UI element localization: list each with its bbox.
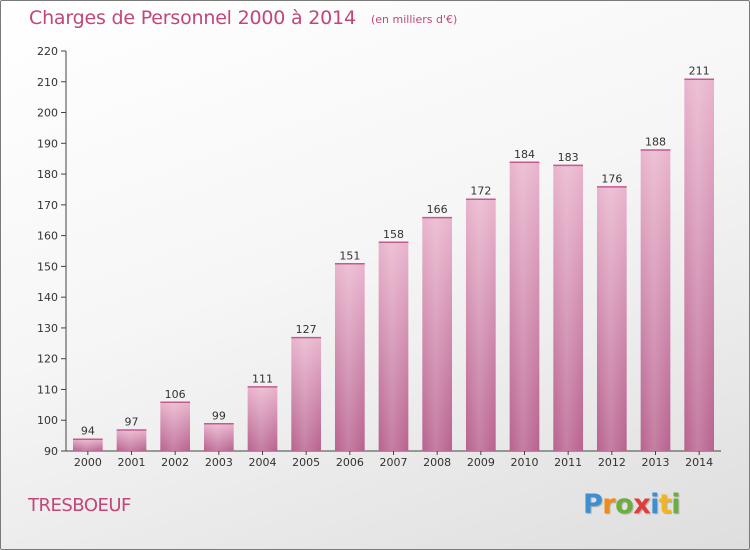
bar-shine	[334, 263, 365, 451]
data-label: 158	[383, 228, 404, 241]
data-label: 188	[645, 135, 666, 148]
y-tick-label: 150	[37, 260, 58, 273]
proxiti-logo: Proxiti	[583, 489, 681, 520]
bar-shine	[684, 78, 715, 451]
y-tick-label: 180	[37, 168, 58, 181]
y-tick-label: 140	[37, 291, 58, 304]
x-tick-label: 2003	[205, 456, 233, 469]
data-label: 151	[339, 249, 360, 262]
bar-shine	[640, 149, 671, 451]
data-label: 176	[601, 172, 622, 185]
y-axis: 90 100 110 120 130 140 150 160 170 180 190 200 210 22…	[37, 45, 67, 458]
bar-shine	[291, 337, 322, 451]
x-tick-label: 2010	[511, 456, 539, 469]
chart-subtitle: (en milliers d'€)	[371, 13, 458, 26]
x-tick-label: 2013	[642, 456, 670, 469]
y-tick-label: 210	[37, 76, 58, 89]
data-label: 166	[427, 203, 448, 216]
data-label: 111	[252, 372, 273, 385]
place-name: TRESBOEUF	[28, 495, 131, 516]
x-tick-label: 2005	[292, 456, 320, 469]
y-tick-label: 100	[37, 414, 58, 427]
x-tick-label: 2008	[423, 456, 451, 469]
bar-shine	[378, 241, 409, 451]
y-tick-label: 170	[37, 199, 58, 212]
bar-shine	[72, 438, 103, 451]
bar-shine	[596, 186, 627, 451]
bar-shine	[160, 401, 191, 451]
data-label: 94	[81, 425, 95, 438]
y-tick-label: 200	[37, 107, 58, 120]
data-label: 172	[470, 185, 491, 198]
y-tick-label: 190	[37, 137, 58, 150]
x-tick-label: 2011	[554, 456, 582, 469]
y-tick-label: 120	[37, 353, 58, 366]
x-axis: 2000 2001 2002 2003 2004 2005 2006 2007 2008 2009…	[66, 450, 721, 469]
x-tick-label: 2014	[685, 456, 713, 469]
bar-shine	[422, 217, 453, 451]
bar-shine	[247, 386, 278, 451]
bar-shine	[465, 198, 496, 451]
bars	[72, 78, 715, 451]
data-label: 211	[689, 65, 710, 78]
x-tick-label: 2012	[598, 456, 626, 469]
data-label: 184	[514, 148, 535, 161]
x-tick-label: 2001	[118, 456, 146, 469]
chart-title: Charges de Personnel 2000 à 2014	[29, 7, 356, 29]
x-tick-label: 2004	[249, 456, 277, 469]
data-label: 183	[558, 151, 579, 164]
y-tick-label: 130	[37, 322, 58, 335]
y-tick-label: 110	[37, 383, 58, 396]
y-tick-label: 160	[37, 230, 58, 243]
x-tick-label: 2007	[380, 456, 408, 469]
y-tick-label: 90	[44, 445, 58, 458]
bar-shine	[203, 423, 234, 451]
x-tick-label: 2009	[467, 456, 495, 469]
data-label: 127	[296, 323, 317, 336]
x-tick-label: 2002	[161, 456, 189, 469]
bar-shine	[116, 429, 147, 451]
data-label: 106	[165, 388, 186, 401]
data-label: 99	[212, 409, 226, 422]
data-labels: 94 97 106 99 111 127 151 158 166 172 184 183 176 188 2…	[81, 65, 710, 438]
bar-shine	[509, 161, 540, 451]
x-tick-label: 2000	[74, 456, 102, 469]
bar-shine	[553, 164, 584, 451]
data-label: 97	[125, 415, 139, 428]
x-tick-label: 2006	[336, 456, 364, 469]
y-tick-label: 220	[37, 45, 58, 58]
